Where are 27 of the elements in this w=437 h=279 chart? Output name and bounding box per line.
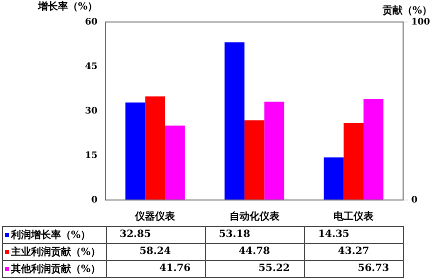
- y-tick-label: 45: [84, 62, 98, 72]
- x-tick-label: 自动化仪表: [229, 210, 280, 223]
- bar: [264, 102, 284, 200]
- bar: [165, 126, 185, 200]
- legend-label: 其他利润贡献（%）: [2, 260, 106, 278]
- y-axis-title: 增长率（%）: [37, 0, 98, 13]
- data-label: 32.85: [120, 229, 151, 241]
- data-label: 56.73: [358, 263, 390, 275]
- data-label: 14.35: [318, 229, 350, 241]
- data-label: 53.18: [218, 229, 250, 241]
- y-tick-label: 15: [84, 150, 98, 161]
- y2-tick-label: 100: [411, 17, 430, 28]
- y-tick-label: 0: [91, 195, 98, 206]
- x-tick-label: 电工仪表: [334, 210, 375, 223]
- x-tick-label: 仪器仪表: [134, 210, 176, 223]
- legend-label: 利润增长率（%）: [2, 226, 106, 244]
- y-tick-label: 30: [84, 106, 98, 116]
- data-label: 41.76: [159, 263, 191, 275]
- legend-label: 主业利润贡献（%）: [2, 244, 106, 260]
- data-label: 58.24: [139, 246, 171, 258]
- y2-axis-title: 贡献（%）: [382, 4, 432, 17]
- y2-tick-label: 0: [411, 195, 418, 206]
- data-label: 55.22: [258, 263, 290, 275]
- y-tick-label: 60: [84, 17, 98, 28]
- data-label: 44.78: [238, 246, 270, 258]
- bar: [364, 99, 384, 200]
- data-label: 43.27: [338, 246, 370, 258]
